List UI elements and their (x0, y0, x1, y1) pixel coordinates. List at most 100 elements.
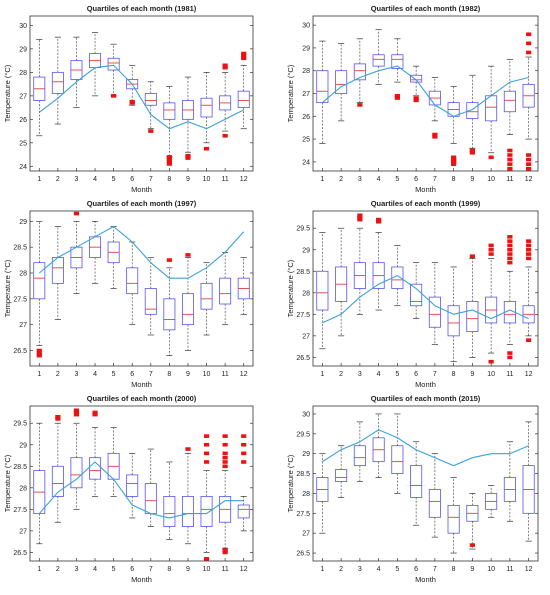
box-iqr (391, 54, 404, 69)
x-tick-label: 9 (186, 371, 190, 378)
box-month-5 (107, 43, 120, 98)
y-tick-label: 27 (19, 528, 27, 535)
outlier-point (526, 239, 532, 243)
outlier-point (222, 455, 228, 460)
trend-line (38, 64, 244, 130)
box-iqr (410, 283, 423, 307)
outlier-point (432, 135, 438, 139)
outlier-point (241, 460, 247, 464)
x-tick-label: 3 (358, 176, 362, 183)
outlier-point (469, 543, 475, 547)
outlier-point (222, 63, 228, 68)
outlier-point (166, 162, 172, 166)
plot-frame (312, 15, 539, 172)
outlier-point (73, 410, 80, 415)
box-month-3 (70, 36, 83, 108)
x-tick-label: 8 (167, 176, 171, 183)
chart-panel-3: Quartiles of each month (1997)26.52727.5… (3, 199, 254, 389)
outlier-point (92, 410, 98, 415)
y-tick-label: 29 (19, 46, 27, 53)
outlier-point (148, 129, 154, 133)
box-month-7 (144, 81, 157, 133)
x-tick-label: 1 (37, 566, 41, 573)
box-month-8 (163, 258, 176, 357)
outlier-point (55, 417, 61, 421)
x-tick-label: 1 (37, 371, 41, 378)
plot-frame (312, 405, 539, 562)
x-tick-label: 9 (470, 176, 474, 183)
outlier-point (451, 162, 457, 166)
y-tick-label: 26 (19, 117, 27, 124)
box-iqr (391, 445, 404, 474)
x-tick-label: 4 (93, 176, 97, 183)
outlier-point (185, 156, 191, 160)
outlier-point (451, 157, 457, 162)
x-tick-label: 12 (240, 566, 248, 573)
outlier-point (526, 256, 532, 261)
outlier-point (394, 96, 400, 100)
box-month-3 (353, 213, 366, 315)
trend-line (38, 225, 245, 279)
x-tick-label: 3 (358, 371, 362, 378)
x-tick-label: 4 (377, 176, 381, 183)
box-month-11 (219, 63, 232, 138)
box-month-10 (200, 434, 213, 561)
box-iqr (466, 301, 479, 332)
y-tick-label: 30 (19, 23, 27, 30)
box-iqr (181, 496, 194, 527)
x-tick-label: 6 (130, 371, 134, 378)
box-month-7 (428, 453, 441, 538)
box-iqr (200, 496, 213, 527)
x-tick-label: 5 (112, 371, 116, 378)
box-iqr (447, 305, 460, 337)
x-tick-label: 11 (506, 566, 513, 573)
x-tick-label: 1 (320, 371, 324, 378)
x-tick-label: 6 (130, 176, 134, 183)
x-tick-label: 11 (221, 371, 228, 378)
plot-frame (29, 15, 254, 172)
box-iqr (163, 102, 176, 120)
box-iqr (316, 270, 329, 311)
outlier-point (129, 99, 135, 104)
trend-line (322, 274, 529, 324)
outlier-point (357, 103, 363, 107)
plot-frame (29, 405, 254, 562)
x-tick-label: 5 (112, 566, 116, 573)
outlier-point (526, 166, 532, 171)
x-tick-label: 5 (395, 371, 399, 378)
outlier-point (507, 256, 513, 261)
y-tick-label: 29.5 (296, 431, 310, 438)
outlier-point (185, 153, 191, 158)
outlier-point (203, 451, 210, 456)
y-axis-label: Temperature (°C) (3, 64, 12, 122)
chart-panel-5: Quartiles of each month (2000)26.52727.5… (3, 394, 254, 584)
box-iqr (428, 489, 441, 518)
outlier-point (222, 434, 228, 438)
box-month-9 (181, 253, 194, 351)
box-iqr (51, 465, 64, 497)
box-month-1 (316, 232, 329, 350)
box-iqr (353, 63, 366, 81)
outlier-point (36, 348, 42, 353)
x-tick-label: 8 (452, 176, 456, 183)
plot-frame (29, 210, 254, 367)
x-tick-label: 2 (339, 566, 343, 573)
box-month-12 (237, 51, 250, 130)
y-axis-label: Temperature (°C) (3, 259, 12, 317)
box-month-8 (163, 461, 176, 540)
box-month-6 (410, 262, 423, 319)
y-tick-label: 29 (302, 247, 310, 254)
outlier-point (222, 550, 228, 555)
box-month-11 (219, 434, 232, 555)
x-tick-label: 6 (414, 176, 418, 183)
outlier-point (166, 159, 172, 164)
outlier-point (166, 258, 172, 262)
outlier-point (507, 247, 513, 252)
y-tick-label: 27 (302, 91, 310, 98)
chart-title: Quartiles of each month (1982) (371, 4, 481, 13)
box-month-2 (335, 43, 348, 122)
outlier-point (488, 243, 494, 248)
y-tick-label: 26.5 (13, 348, 27, 355)
box-iqr (126, 267, 139, 295)
box-month-10 (200, 72, 213, 151)
